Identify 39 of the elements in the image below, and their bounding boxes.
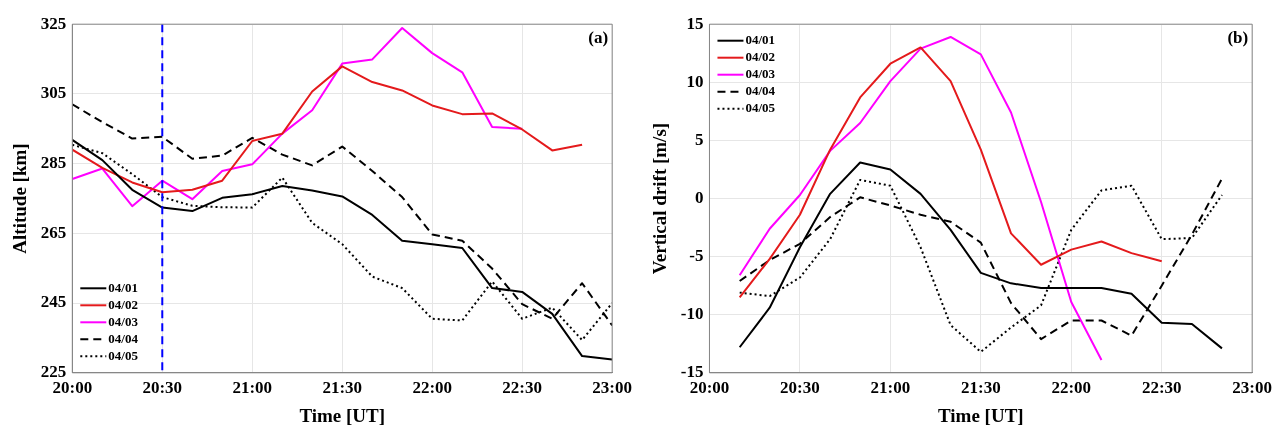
x-tick-label: 22:00 bbox=[1051, 378, 1092, 398]
y-tick-label: 245 bbox=[40, 292, 67, 312]
y-axis-title: Altitude [km] bbox=[9, 143, 31, 254]
legend-label: 04/03 bbox=[108, 313, 139, 329]
x-tick-label: 21:00 bbox=[870, 378, 911, 398]
legend-label: 04/05 bbox=[108, 347, 139, 363]
y-tick-label: 0 bbox=[694, 187, 704, 207]
x-tick-label: 21:00 bbox=[232, 378, 273, 398]
y-tick-label: 325 bbox=[40, 13, 67, 33]
legend-label: 04/03 bbox=[745, 66, 776, 82]
x-tick-label: 21:30 bbox=[322, 378, 363, 398]
y-tick-label: 15 bbox=[686, 13, 704, 33]
y-tick-label: 265 bbox=[40, 222, 67, 242]
y-tick-label: -10 bbox=[680, 304, 704, 324]
legend-label: 04/02 bbox=[108, 296, 138, 312]
x-axis-title: Time [UT] bbox=[937, 404, 1024, 426]
legend-label: 04/02 bbox=[745, 49, 776, 65]
x-tick-label: 22:30 bbox=[502, 378, 543, 398]
legend-label: 04/05 bbox=[745, 100, 776, 116]
x-axis-title: Time [UT] bbox=[299, 404, 386, 426]
y-tick-label: 5 bbox=[694, 129, 704, 149]
x-tick-label: 23:00 bbox=[592, 378, 633, 398]
x-tick-label: 20:30 bbox=[780, 378, 820, 398]
y-axis-title: Vertical drift [m/s] bbox=[649, 122, 671, 275]
annotation: (b) bbox=[1227, 28, 1249, 48]
x-tick-label: 20:30 bbox=[142, 378, 183, 398]
legend-label: 04/01 bbox=[745, 32, 776, 48]
legend-label: 04/04 bbox=[745, 83, 776, 99]
x-tick-label: 23:00 bbox=[1232, 378, 1273, 398]
y-tick-label: 305 bbox=[40, 83, 67, 103]
y-tick-label: 285 bbox=[40, 153, 67, 173]
x-tick-label: 22:00 bbox=[412, 378, 453, 398]
x-tick-label: 21:30 bbox=[960, 378, 1001, 398]
y-tick-label: -5 bbox=[689, 245, 704, 265]
legend-label: 04/01 bbox=[108, 279, 138, 295]
y-tick-label: 10 bbox=[686, 71, 704, 91]
legend-label: 04/04 bbox=[108, 330, 139, 346]
annotation: (a) bbox=[588, 28, 609, 48]
x-tick-label: 22:30 bbox=[1141, 378, 1182, 398]
